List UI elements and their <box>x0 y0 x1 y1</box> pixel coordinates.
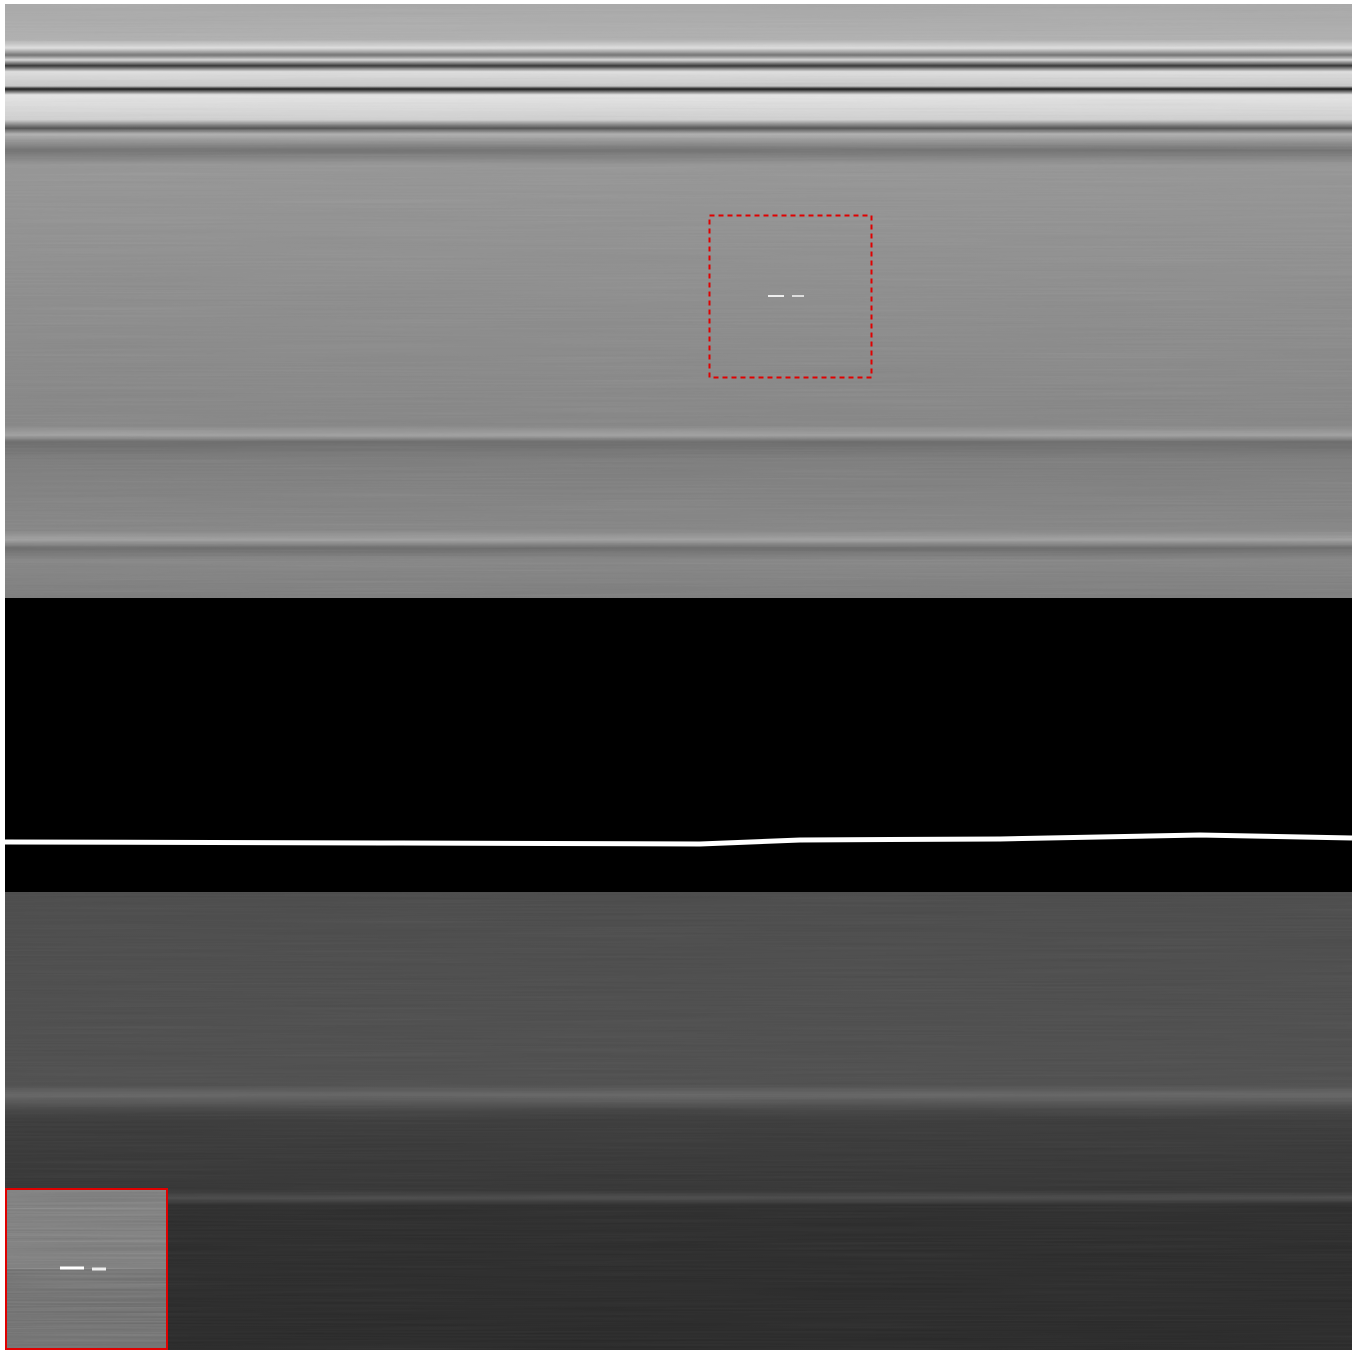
gap <box>5 598 1352 892</box>
page-body: (() => { const data = JSON.parse(documen… <box>0 0 1358 1350</box>
texture <box>5 4 1352 598</box>
inset-texture <box>6 1189 167 1349</box>
ring-image <box>0 0 1358 1350</box>
page: {} html, body { margin: 0; padding: 0; b… <box>0 0 1358 1350</box>
texture <box>5 892 1352 1350</box>
